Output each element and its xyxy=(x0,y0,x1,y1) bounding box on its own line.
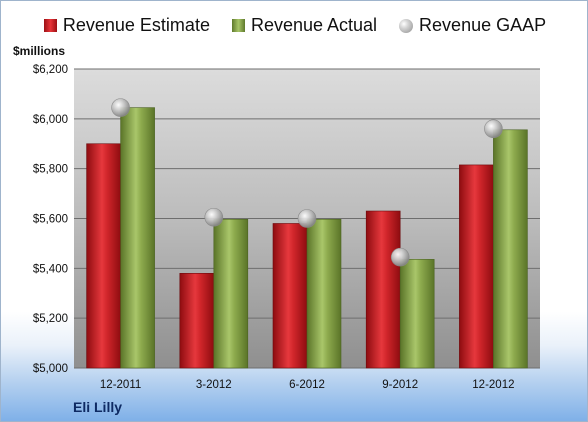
legend-label-gaap: Revenue GAAP xyxy=(419,15,547,35)
legend-label-actual: Revenue Actual xyxy=(250,15,378,35)
bar-revenue-estimate xyxy=(365,210,401,369)
bar-revenue-actual xyxy=(399,259,435,369)
bar-revenue-actual xyxy=(120,107,155,369)
legend-swatch-gaap xyxy=(399,18,414,33)
legend-swatch-actual xyxy=(231,19,245,32)
bar-revenue-actual xyxy=(306,218,342,369)
gaap-marker xyxy=(484,119,503,139)
bar-revenue-estimate xyxy=(459,164,494,369)
y-tick-label: $5,200 xyxy=(33,313,68,325)
y-tick-label: $5,600 xyxy=(33,214,68,226)
bar-revenue-actual xyxy=(493,129,528,369)
gaap-markers xyxy=(111,98,503,267)
legend-swatch-estimate xyxy=(43,19,57,32)
y-axis-unit-label: $millions xyxy=(13,44,66,58)
y-tick-label: $5,000 xyxy=(33,363,68,375)
bars xyxy=(86,107,528,369)
bar-revenue-estimate xyxy=(179,273,215,369)
bar-revenue-estimate xyxy=(86,143,121,369)
gaap-marker xyxy=(390,247,410,267)
y-tick-label: $5,400 xyxy=(33,263,68,275)
gaap-marker xyxy=(204,207,224,227)
legend-label-estimate: Revenue Estimate xyxy=(62,15,210,35)
bar-revenue-estimate xyxy=(272,223,308,369)
company-name: Eli Lilly xyxy=(73,399,123,415)
bar-revenue-actual xyxy=(213,218,249,369)
legend-item-estimate: Revenue Estimate xyxy=(43,15,210,36)
legend-item-actual: Revenue Actual xyxy=(231,15,378,36)
chart-legend: Revenue Estimate Revenue Actual Revenue … xyxy=(1,15,587,36)
x-tick-label: 12-2011 xyxy=(100,379,141,391)
gaap-marker xyxy=(111,98,130,117)
y-tick-label: $6,000 xyxy=(33,114,68,126)
y-axis-ticks: $5,000 $5,200 $5,400 $5,600 $5,800 $6,000 $6,2… xyxy=(33,64,68,375)
x-axis-ticks: 12-2011 3-2012 6-2012 9-2012 12-2012 xyxy=(100,379,515,391)
x-tick-label: 3-2012 xyxy=(196,379,232,391)
gaap-marker xyxy=(297,209,317,228)
x-tick-label: 9-2012 xyxy=(382,379,418,391)
x-tick-label: 12-2012 xyxy=(472,379,514,391)
x-tick-label: 6-2012 xyxy=(289,379,325,391)
legend-item-gaap: Revenue GAAP xyxy=(399,15,546,36)
y-tick-label: $6,200 xyxy=(33,64,68,76)
y-tick-label: $5,800 xyxy=(33,164,68,176)
